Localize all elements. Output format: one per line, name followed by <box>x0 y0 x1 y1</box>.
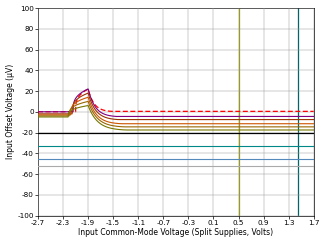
X-axis label: Input Common-Mode Voltage (Split Supplies, Volts): Input Common-Mode Voltage (Split Supplie… <box>78 228 273 237</box>
Y-axis label: Input Offset Voltage (μV): Input Offset Voltage (μV) <box>6 64 15 159</box>
